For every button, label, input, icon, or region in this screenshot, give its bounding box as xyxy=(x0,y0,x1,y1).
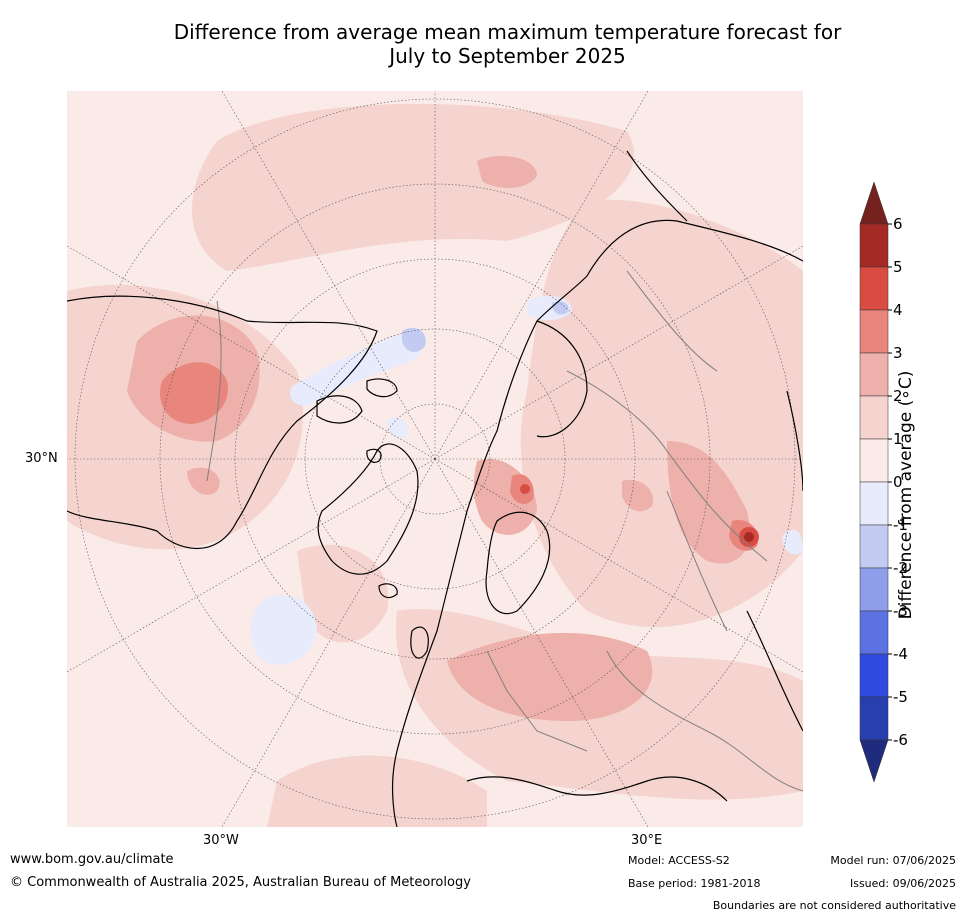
footer-issued: Issued: 09/06/2025 xyxy=(849,877,956,890)
map-title: Difference from average mean maximum tem… xyxy=(60,20,955,68)
footer-copyright: © Commonwealth of Australia 2025, Austra… xyxy=(10,875,471,890)
colorbar-tick-label: 3 xyxy=(893,344,903,362)
colorbar-bin xyxy=(859,438,889,483)
colorbar-bin xyxy=(859,309,889,354)
colorbar-bin xyxy=(859,266,889,311)
coastlines xyxy=(67,150,803,827)
colorbar-title: Difference from average (∘C) xyxy=(896,370,916,620)
colorbar-tick-label: -1 xyxy=(893,516,908,534)
lon-label-30e: 30°E xyxy=(631,833,663,848)
colorbar-tick-label: -4 xyxy=(893,645,908,663)
colorbar-tick-label: -6 xyxy=(893,731,908,749)
colorbar-bin xyxy=(859,524,889,569)
colorbar-tick-label: 5 xyxy=(893,258,903,276)
polar-map xyxy=(67,91,803,827)
lat-label-30n: 30°N xyxy=(25,451,58,466)
graticule xyxy=(67,91,803,827)
anomaly-negative-regions xyxy=(250,295,803,665)
colorbar-bin xyxy=(859,696,889,741)
colorbar-tick-label: 6 xyxy=(893,215,903,233)
colorbar-bin xyxy=(859,352,889,397)
colorbar: 6 5 4 3 2 1 0 -1 -2 -3 -4 -5 -6 xyxy=(859,182,908,782)
colorbar-under-arrow xyxy=(859,739,889,782)
colorbar-bin xyxy=(859,567,889,612)
title-line-2: July to September 2025 xyxy=(389,44,626,68)
colorbar-bin xyxy=(859,610,889,655)
colorbar-tick-label: -5 xyxy=(893,688,908,706)
footer-model-run: Model run: 07/06/2025 xyxy=(830,854,956,867)
colorbar-tick-label: -3 xyxy=(893,602,908,620)
footer-base-period: Base period: 1981-2018 xyxy=(628,877,761,890)
colorbar-bin xyxy=(859,653,889,698)
colorbar-over-arrow xyxy=(859,182,889,225)
colorbar-bin xyxy=(859,223,889,268)
colorbar-tick-label: 2 xyxy=(893,387,903,405)
colorbar-bin xyxy=(859,481,889,526)
colorbar-bin xyxy=(859,395,889,440)
colorbar-tick-label: 0 xyxy=(893,473,903,491)
colorbar-tick-label: -2 xyxy=(893,559,908,577)
colorbar-tick-label: 4 xyxy=(893,301,903,319)
footer-disclaimer: Boundaries are not considered authoritat… xyxy=(712,899,956,912)
lon-label-30w: 30°W xyxy=(203,833,239,848)
country-borders xyxy=(206,270,803,792)
footer-model: Model: ACCESS-S2 xyxy=(628,854,730,867)
colorbar-tick-label: 1 xyxy=(893,430,903,448)
title-line-1: Difference from average mean maximum tem… xyxy=(173,20,842,44)
footer-url[interactable]: www.bom.gov.au/climate xyxy=(10,852,174,867)
